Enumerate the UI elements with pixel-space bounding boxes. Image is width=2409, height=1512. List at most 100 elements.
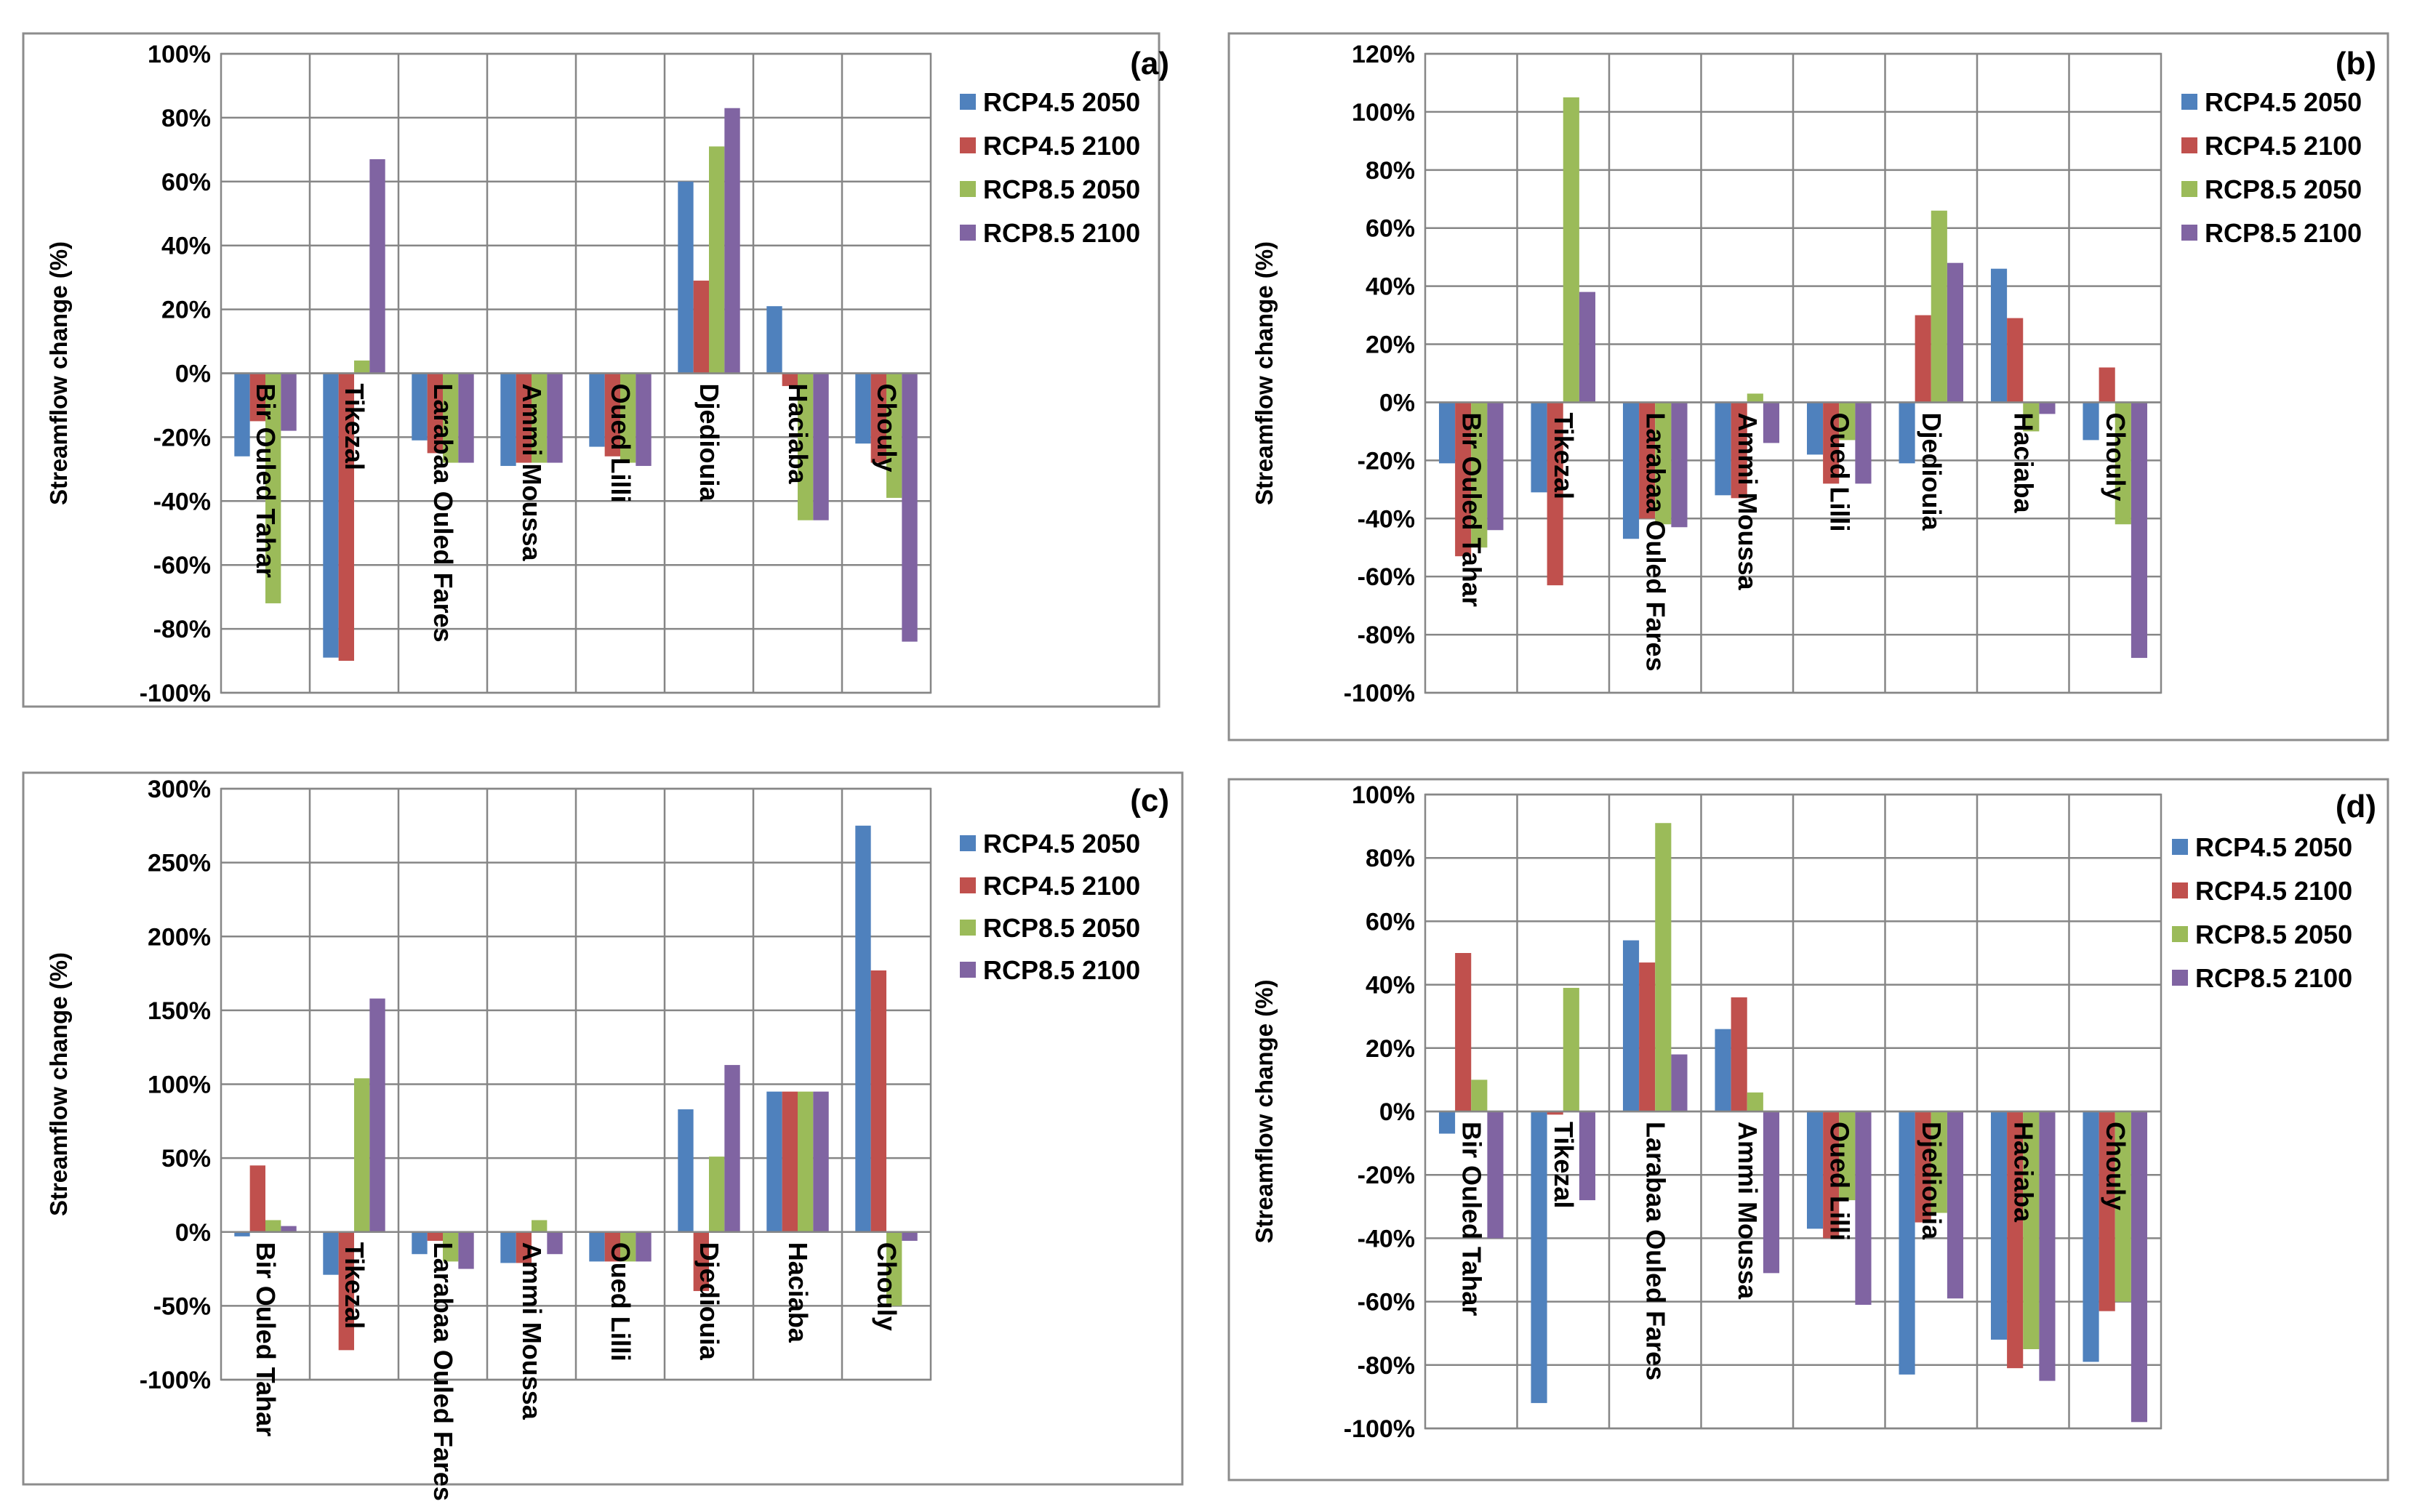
legend-label: RCP4.5 2050 — [983, 87, 1140, 117]
bar — [886, 373, 902, 498]
bar — [1990, 268, 2008, 403]
y-tick-label: 0% — [175, 361, 211, 388]
bar — [500, 373, 516, 466]
bar — [1715, 402, 1731, 496]
y-axis-title: Streamflow change (%) — [45, 952, 72, 1216]
bar — [636, 1231, 652, 1262]
bar — [855, 373, 871, 444]
bar — [693, 281, 709, 374]
legend-label: RCP8.5 2100 — [2195, 963, 2352, 993]
bar — [1990, 1111, 2008, 1340]
bar — [547, 1231, 563, 1255]
y-tick-label: -80% — [1358, 622, 1415, 649]
bar — [1747, 1092, 1763, 1111]
bar — [1763, 1111, 1780, 1274]
y-tick-label: 120% — [1352, 41, 1415, 68]
bar — [798, 373, 814, 520]
legend-swatch — [2181, 225, 2197, 241]
bar — [902, 373, 918, 642]
bar — [1731, 402, 1747, 499]
legend-label: RCP8.5 2050 — [2205, 174, 2362, 204]
bar — [443, 1231, 459, 1262]
bar — [354, 360, 370, 374]
bar — [693, 1231, 709, 1292]
bar — [870, 970, 886, 1232]
bar — [855, 825, 871, 1232]
bar — [1747, 393, 1763, 403]
bar — [620, 373, 636, 463]
bar — [2023, 1111, 2040, 1349]
bar — [1579, 291, 1596, 403]
bar — [813, 1091, 829, 1232]
bar — [281, 373, 297, 431]
category-label: Ammi Moussa — [1733, 412, 1763, 590]
bar — [234, 373, 250, 457]
bar — [234, 1231, 250, 1236]
bar — [1438, 402, 1456, 464]
bar — [516, 373, 532, 463]
category-label: Djediouia — [1917, 412, 1947, 531]
category-label: Ammi Moussa — [517, 384, 547, 562]
bar — [2115, 1111, 2131, 1302]
legend-swatch — [2181, 94, 2197, 110]
legend: RCP4.5 2050 RCP4.5 2100 RCP8.5 2050 RCP8.5 … — [2181, 87, 2362, 248]
bar — [1931, 1111, 1947, 1213]
bar — [1931, 210, 1947, 403]
legend-label: RCP8.5 2050 — [2195, 920, 2352, 949]
y-tick-label: -40% — [1358, 505, 1415, 533]
category-label: Bir Ouled Tahar — [1456, 412, 1486, 606]
bar — [1855, 402, 1872, 484]
panel-label: (a) — [1130, 46, 1169, 81]
bar — [1547, 402, 1563, 586]
bar — [369, 159, 385, 374]
y-tick-label: 80% — [1366, 845, 1415, 872]
bar — [2023, 402, 2040, 432]
legend-swatch — [960, 920, 976, 936]
bar — [1531, 402, 1547, 493]
category-label: Tikezal — [1549, 1122, 1579, 1208]
bar — [2039, 1111, 2056, 1381]
legend-label: RCP8.5 2100 — [983, 218, 1140, 248]
bar — [1563, 987, 1579, 1111]
legend-swatch — [2172, 926, 2188, 942]
bar — [678, 181, 694, 374]
panel-label: (b) — [2336, 46, 2376, 81]
bar — [1579, 1111, 1596, 1201]
bar — [458, 373, 474, 463]
legend-swatch — [960, 181, 976, 197]
category-label: Haciaba — [783, 384, 813, 485]
legend-label: RCP4.5 2050 — [983, 829, 1140, 858]
bar — [1947, 1111, 1964, 1299]
legend-swatch — [2181, 137, 2197, 153]
legend-label: RCP4.5 2100 — [983, 131, 1140, 161]
bar — [2099, 1111, 2115, 1311]
bar — [281, 1226, 297, 1232]
bar — [369, 998, 385, 1232]
y-tick-label: -100% — [1344, 1415, 1415, 1443]
bar — [2007, 1111, 2024, 1369]
bar — [1639, 402, 1656, 519]
bar — [870, 373, 886, 463]
category-label: Djediouia — [1917, 1122, 1947, 1240]
bar — [782, 373, 798, 387]
y-axis-title: Streamflow change (%) — [1251, 241, 1278, 505]
y-tick-label: -100% — [140, 1367, 211, 1394]
y-tick-label: 100% — [148, 41, 211, 68]
bar — [443, 373, 459, 463]
chart-panel-d: -100% -80% -60% -40% -20% 0% 20% 40% 60% 80% 100% B… — [1227, 778, 2389, 1481]
bar — [1806, 402, 1824, 455]
bar — [1899, 402, 1915, 464]
y-axis-title: Streamflow change (%) — [45, 241, 72, 505]
y-tick-label: -40% — [1358, 1225, 1415, 1252]
y-tick-label: -40% — [153, 488, 211, 515]
bar — [2039, 402, 2056, 414]
y-tick-label: 60% — [1366, 215, 1415, 243]
y-tick-label: 0% — [1379, 1098, 1415, 1126]
bar — [604, 373, 620, 457]
category-label: Chouly — [872, 384, 902, 472]
y-tick-label: 20% — [161, 297, 211, 324]
y-tick-label: 40% — [1366, 273, 1415, 301]
category-label: Larabaa Ouled Fares — [428, 384, 458, 643]
category-label: Larabaa Ouled Fares — [1640, 412, 1670, 671]
y-tick-label: 40% — [1366, 972, 1415, 1000]
